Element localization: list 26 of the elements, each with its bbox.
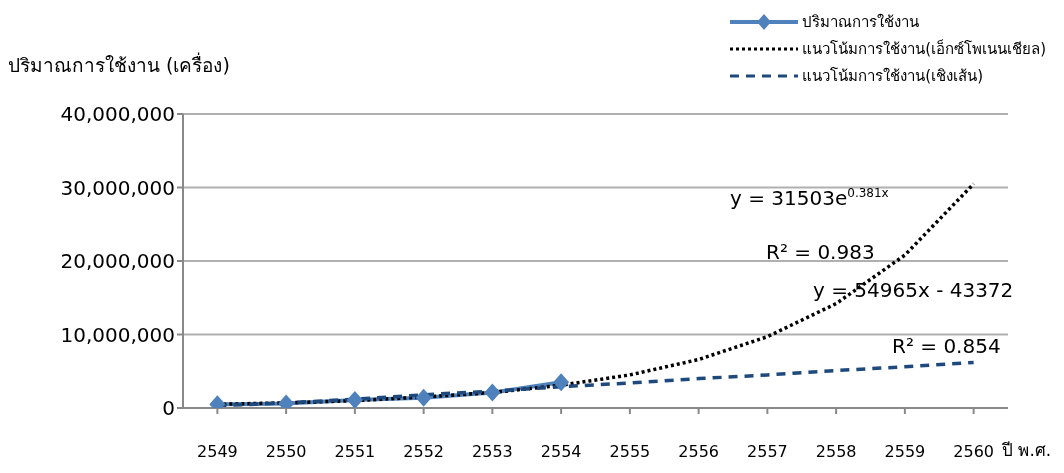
x-tick-label: 2554 <box>540 442 582 462</box>
x-tick-label: 2557 <box>747 442 788 462</box>
y-tick-label: 30,000,000 <box>60 175 175 200</box>
x-tick-label: 2560 <box>953 442 994 462</box>
x-tick-label: 2556 <box>678 442 719 462</box>
legend-label: แนวโน้มการใช้งาน(เอ็กซ์โพเนนเชียล) <box>802 38 1046 60</box>
annotation: R² = 0.983 <box>766 240 875 264</box>
legend-label: ปริมาณการใช้งาน <box>802 11 920 33</box>
x-tick-label: 2558 <box>815 442 857 462</box>
y-tick-label: 0 <box>162 396 175 421</box>
x-tick-label: 2551 <box>334 442 376 462</box>
x-axis-title: ปี พ.ศ. <box>1001 440 1052 460</box>
x-tick-label: 2553 <box>472 442 513 462</box>
annotation: y = 54965x - 43372 <box>813 278 1014 302</box>
y-tick-label: 10,000,000 <box>60 322 175 347</box>
y-tick-label: 40,000,000 <box>60 102 175 127</box>
x-tick-label: 2552 <box>403 442 444 462</box>
x-tick-label: 2550 <box>265 442 307 462</box>
legend-label: แนวโน้มการใช้งาน(เชิงเส้น) <box>802 65 983 87</box>
y-axis-title: ปริมาณการใช้งาน (เครื่อง) <box>8 51 230 78</box>
x-tick-label: 2549 <box>197 442 238 462</box>
y-tick-label: 20,000,000 <box>60 249 175 274</box>
annotation: R² = 0.854 <box>892 334 1001 358</box>
x-tick-label: 2559 <box>884 442 926 462</box>
annotation: y = 31503e$^{0.381x}$ <box>730 186 889 210</box>
x-tick-label: 2555 <box>609 442 651 462</box>
